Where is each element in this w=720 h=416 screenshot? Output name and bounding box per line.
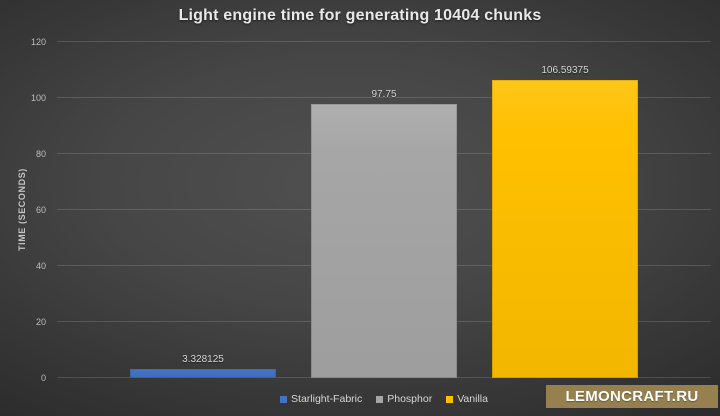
bar-value-label: 3.328125 bbox=[182, 353, 224, 365]
bar-column-phosphor: 97.75 bbox=[311, 42, 457, 378]
bar-column-vanilla: 106.59375 bbox=[492, 42, 638, 378]
y-tick-label: 60 bbox=[35, 205, 46, 215]
bar-column-starlight-fabric: 3.328125 bbox=[130, 42, 276, 378]
y-tick-label: 20 bbox=[35, 317, 46, 327]
legend-label: Phosphor bbox=[387, 393, 433, 405]
legend-item-phosphor: Phosphor bbox=[376, 393, 432, 405]
y-tick-label: 100 bbox=[30, 93, 46, 103]
legend-label: Starlight-Fabric bbox=[291, 393, 363, 405]
chart-title: Light engine time for generating 10404 c… bbox=[178, 7, 542, 24]
legend-item-vanilla: Vanilla bbox=[446, 393, 488, 405]
plot-area: 3.328125 97.75 106.59375 bbox=[57, 41, 711, 378]
gridline bbox=[57, 41, 711, 42]
y-tick-label: 40 bbox=[35, 261, 46, 271]
y-tick-label: 120 bbox=[30, 37, 46, 47]
bar-value-label: 106.59375 bbox=[541, 64, 589, 76]
legend-label: Vanilla bbox=[457, 393, 488, 405]
legend-swatch-icon bbox=[376, 395, 384, 403]
bar-value-label: 97.75 bbox=[371, 89, 397, 101]
bar-vanilla bbox=[492, 79, 638, 378]
legend-swatch-icon bbox=[280, 395, 288, 403]
gridline bbox=[57, 97, 711, 98]
bar-phosphor bbox=[311, 104, 457, 378]
watermark-badge: LEMONCRAFT.RU bbox=[546, 385, 718, 408]
y-axis-tick-labels: 0 20 40 60 80 100 120 bbox=[0, 37, 46, 383]
legend-swatch-icon bbox=[446, 395, 454, 403]
y-tick-label: 0 bbox=[40, 373, 46, 383]
bars-container: 3.328125 97.75 106.59375 bbox=[57, 42, 711, 378]
legend: Starlight-Fabric Phosphor Vanilla bbox=[57, 390, 711, 408]
bar-starlight-fabric bbox=[130, 368, 276, 378]
y-tick-label: 80 bbox=[35, 149, 46, 159]
legend-item-starlight-fabric: Starlight-Fabric bbox=[280, 393, 362, 405]
